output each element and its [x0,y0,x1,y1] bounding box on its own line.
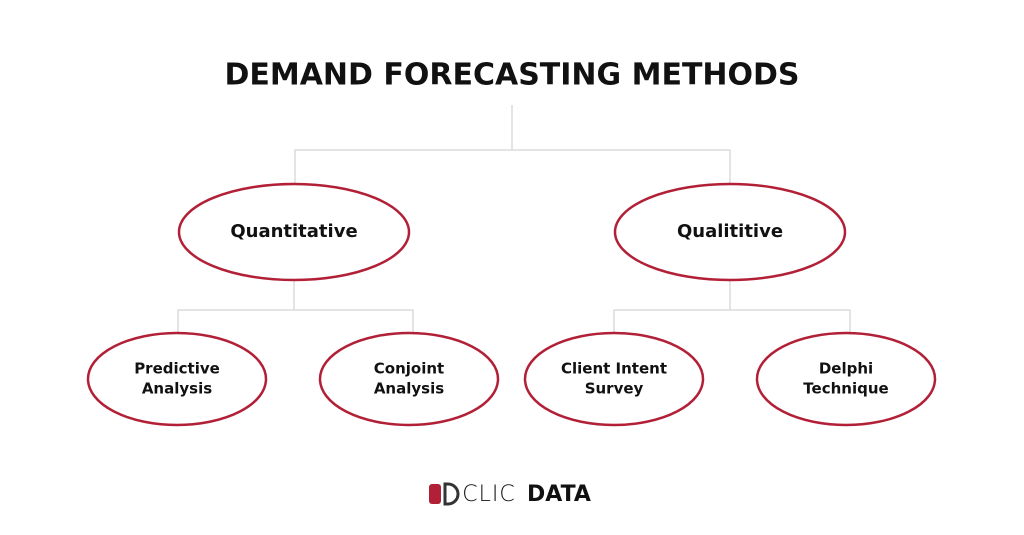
node-label: Qualititive [677,221,783,242]
node-label: Survey [585,380,644,398]
node-label: Quantitative [230,221,357,242]
node-label: Technique [803,380,888,398]
logo-text: DATA [527,482,591,507]
node-label: Analysis [142,380,212,398]
title: DEMAND FORECASTING METHODS [224,58,799,93]
logo-text: CLIC [462,482,515,507]
nodes: Quantitative Qualititive Predictive Analysi… [86,182,937,427]
node-ellipse [86,331,268,427]
node-label: Analysis [374,380,444,398]
node-label: Predictive [134,359,220,377]
connector [613,280,851,332]
node-ellipse [755,331,937,427]
connector [294,105,731,183]
logo-icon [429,484,441,504]
logo: CLIC DATA [429,482,591,507]
connectors [177,105,851,332]
node-ellipse [318,331,500,427]
node-label: Conjoint [374,359,444,377]
node-ellipse [523,331,705,427]
connector [177,280,414,332]
node-ellipse [613,182,847,282]
node-label: Delphi [819,359,873,377]
node-ellipse [177,182,411,282]
logo-icon [443,482,460,506]
node-label: Client Intent [561,359,667,377]
